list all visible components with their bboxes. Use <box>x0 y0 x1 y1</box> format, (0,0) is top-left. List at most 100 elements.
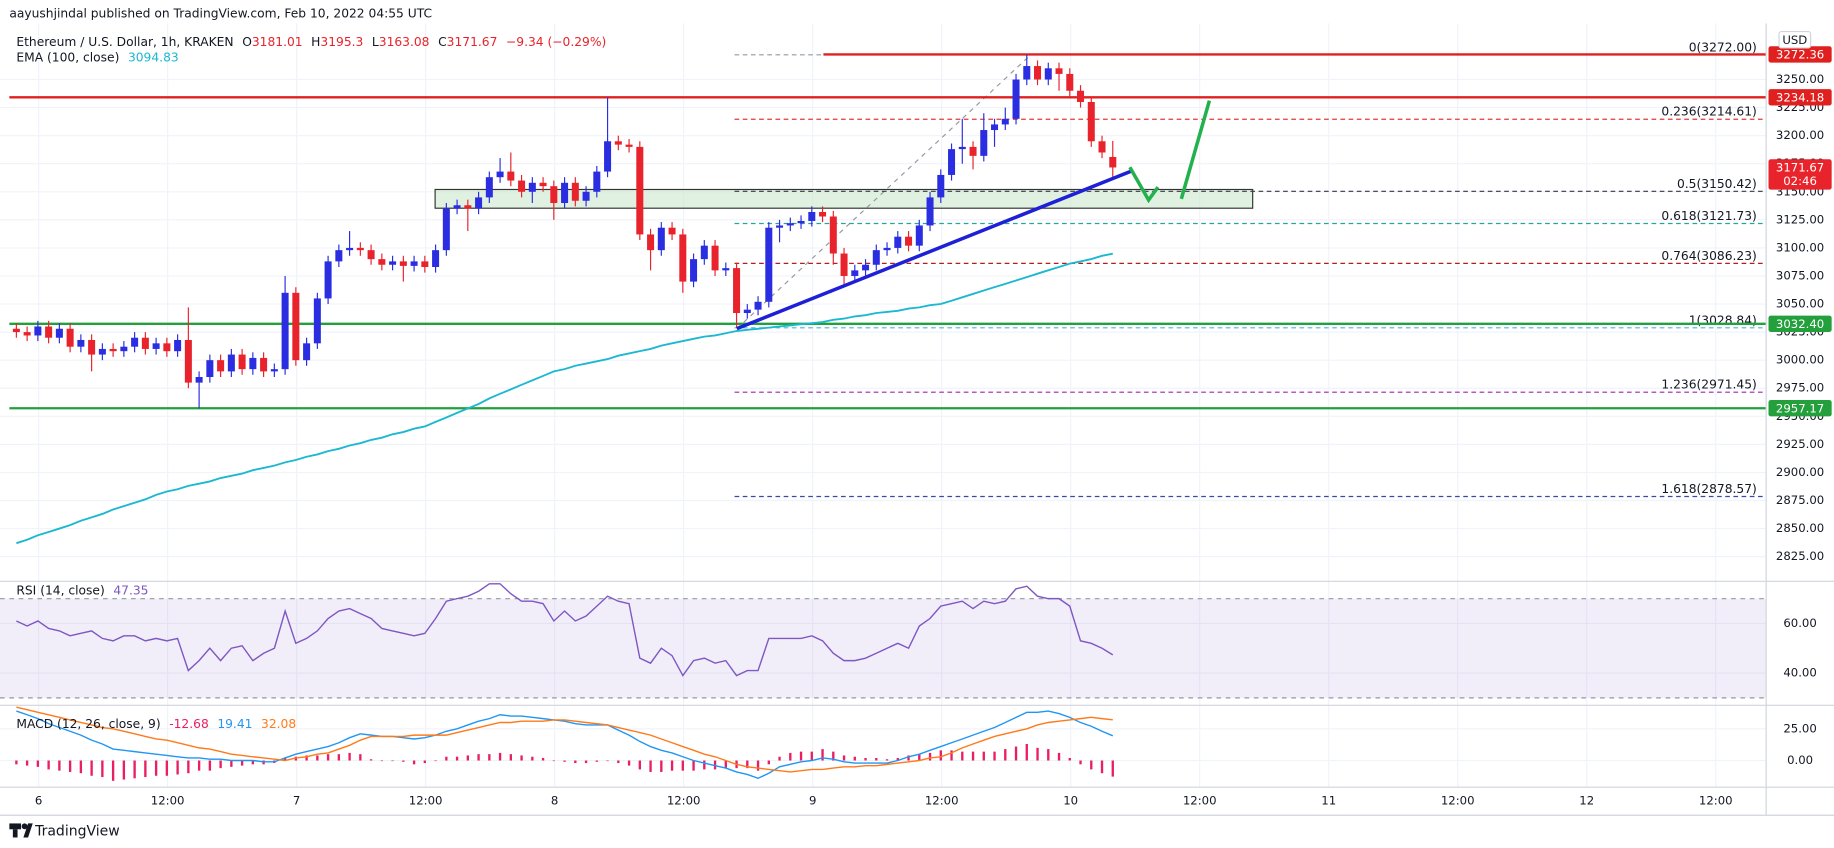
rsi-value: 47.35 <box>113 583 148 597</box>
macd-histogram-bar <box>939 750 942 761</box>
logo-mark <box>12 829 18 838</box>
macd-histogram-bar <box>627 760 631 766</box>
candle-body <box>217 360 225 372</box>
macd-histogram-bar <box>165 760 169 776</box>
candle-body <box>905 236 913 246</box>
macd-histogram-bar <box>821 749 824 761</box>
candle-body <box>1109 156 1117 168</box>
candle-body <box>593 171 601 192</box>
macd-histogram-bar <box>240 760 244 766</box>
macd-histogram-bar <box>498 752 502 761</box>
y-tick-label: 0.00 <box>1787 753 1813 767</box>
macd-histogram-bar <box>154 760 158 776</box>
macd-histogram-bar <box>885 759 889 761</box>
y-tick-label: 3250.00 <box>1776 72 1824 86</box>
macd-histogram-bar <box>875 757 878 761</box>
candle-body <box>88 339 96 355</box>
y-tick-label: 60.00 <box>1783 616 1816 630</box>
ohlc-value: 3195.3 <box>320 35 363 49</box>
candle-body <box>797 220 805 224</box>
macd-histogram-bar <box>1057 752 1061 761</box>
macd-histogram-bar <box>649 760 652 772</box>
candle-body <box>926 197 934 226</box>
macd-histogram-bar <box>348 752 351 761</box>
macd-histogram-bar <box>961 751 964 761</box>
candle-body <box>1098 141 1106 153</box>
macd-histogram-bar <box>864 757 867 761</box>
rsi-name: RSI (14, close) <box>16 583 104 597</box>
macd-histogram-bar <box>1047 749 1050 761</box>
candle-body <box>270 369 278 372</box>
candle-body <box>378 259 386 265</box>
y-tick-label: 2875.00 <box>1776 493 1824 507</box>
candle-body <box>550 186 558 204</box>
macd-histogram-bar <box>907 755 910 761</box>
ohlc-label: L <box>372 35 379 49</box>
candle-body <box>174 339 182 352</box>
macd-histogram-bar <box>434 760 437 762</box>
macd-histogram-bar <box>68 760 72 772</box>
macd-histogram-bar <box>477 754 480 761</box>
candle-body <box>647 234 655 251</box>
candle-body <box>356 247 364 251</box>
x-tick-label: 12:00 <box>409 794 443 808</box>
signal-line <box>16 706 1113 773</box>
candle-body <box>668 227 676 235</box>
x-tick-label: 10 <box>1063 794 1078 808</box>
macd-histogram-bar <box>187 760 190 774</box>
rsi-band <box>0 598 1767 698</box>
ohlc-value: 3163.08 <box>379 35 430 49</box>
candle-body <box>324 261 332 299</box>
candle-body <box>1077 90 1085 102</box>
macd-histogram-bar <box>369 759 373 761</box>
macd-histogram-bar <box>541 757 545 761</box>
fib-label: 0(3272.00) <box>1689 40 1757 54</box>
y-tick-label: 3200.00 <box>1776 128 1824 142</box>
macd-histogram-bar <box>423 760 427 764</box>
macd-histogram-bar <box>971 751 975 761</box>
macd-histogram-bar <box>230 760 233 767</box>
candle-body <box>872 250 880 265</box>
x-tick-label: 6 <box>35 794 42 808</box>
fib-label: 1.236(2971.45) <box>1661 378 1756 392</box>
grid <box>0 23 1767 788</box>
x-tick-label: 12:00 <box>1699 794 1733 808</box>
level-label: 3234.18 <box>1776 90 1824 104</box>
macd-name: MACD (12, 26, close, 9) <box>16 717 160 731</box>
macd-histogram-bar <box>101 760 104 778</box>
candle-body <box>249 357 257 370</box>
macd-histogram-bar <box>380 760 384 762</box>
macd-histogram-bar <box>703 760 706 770</box>
macd-histogram-bar <box>445 756 448 761</box>
y-tick-label: 25.00 <box>1783 721 1816 735</box>
candle-body <box>12 328 20 333</box>
axes <box>0 23 1834 816</box>
ema-name: EMA (100, close) <box>16 50 119 64</box>
fib-label: 0.618(3121.73) <box>1661 209 1756 223</box>
candle-body <box>141 337 149 349</box>
macd-histogram-bar <box>219 760 222 769</box>
macd-histogram-bar <box>670 760 674 771</box>
candle-body <box>453 205 461 209</box>
candle-body <box>389 261 397 265</box>
candle-body <box>991 124 999 131</box>
candle-body <box>582 191 590 201</box>
macd-histogram-bar <box>1036 747 1039 761</box>
macd-histogram-bar <box>832 751 835 761</box>
macd-histogram-bar <box>810 751 813 761</box>
macd-histogram-bar <box>1100 760 1104 774</box>
x-tick-label: 12:00 <box>1183 794 1217 808</box>
candle-body <box>23 332 31 336</box>
level-label: 2957.17 <box>1776 401 1824 415</box>
macd-histogram-bar <box>509 754 512 761</box>
candle-body <box>55 328 63 338</box>
currency: USD <box>1782 33 1807 47</box>
change: −9.34 (−0.29%) <box>506 35 606 49</box>
candle-body <box>281 292 289 370</box>
fib-label: 0.5(3150.42) <box>1677 177 1757 191</box>
candle-body <box>883 247 891 251</box>
macd-histogram-bar <box>574 760 577 764</box>
macd-histogram-bar <box>144 760 147 778</box>
